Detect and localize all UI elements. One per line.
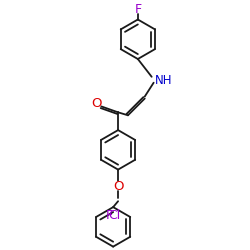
Text: F: F [106, 208, 113, 222]
Text: Cl: Cl [108, 208, 120, 222]
Text: NH: NH [155, 74, 172, 87]
Text: F: F [134, 3, 141, 16]
Text: O: O [113, 180, 123, 193]
Text: O: O [91, 97, 102, 110]
